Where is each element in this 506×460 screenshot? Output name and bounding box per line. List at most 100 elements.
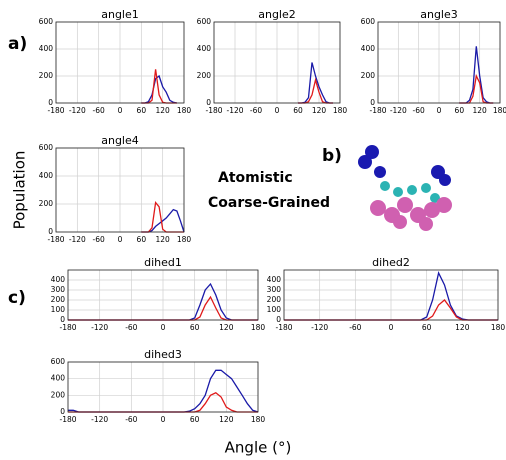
y-tick-label: 0 — [48, 98, 53, 107]
x-tick-label: 180 — [491, 323, 506, 332]
x-tick-label: -120 — [91, 323, 108, 332]
x-tick-label: 180 — [177, 106, 192, 115]
y-tick-label: 400 — [51, 374, 66, 383]
chart-title: dihed3 — [144, 348, 182, 361]
molecule — [358, 145, 452, 231]
x-tick-label: -60 — [93, 106, 105, 115]
legend-entry: Coarse-Grained — [208, 195, 330, 211]
x-tick-label: -60 — [349, 323, 361, 332]
panel-label: b) — [322, 146, 342, 166]
x-tick-label: -180 — [59, 323, 76, 332]
y-tick-label: 100 — [267, 305, 282, 314]
x-tick-label: 180 — [493, 106, 506, 115]
y-tick-label: 400 — [197, 44, 212, 53]
x-tick-label: -180 — [275, 323, 292, 332]
x-tick-label: 0 — [118, 235, 123, 244]
y-tick-label: 200 — [51, 295, 66, 304]
chart-title: dihed1 — [144, 256, 182, 269]
x-tick-label: 60 — [137, 235, 147, 244]
y-tick-label: 300 — [51, 285, 66, 294]
x-tick-label: 60 — [422, 323, 432, 332]
x-tick-label: 60 — [137, 106, 147, 115]
panel-label: a) — [8, 34, 27, 54]
x-axis-label: Angle (°) — [225, 439, 292, 457]
x-tick-label: 0 — [161, 323, 166, 332]
x-tick-label: 120 — [156, 235, 171, 244]
y-tick-label: 600 — [39, 143, 54, 152]
x-tick-label: 120 — [455, 323, 470, 332]
y-tick-label: 0 — [60, 315, 65, 324]
x-tick-label: 60 — [190, 323, 200, 332]
plot-frame — [213, 21, 341, 104]
x-tick-label: -180 — [47, 235, 64, 244]
x-tick-label: 0 — [275, 106, 280, 115]
series-line — [141, 74, 178, 104]
plot-frame — [67, 361, 259, 413]
chart-title: angle3 — [420, 8, 458, 21]
chart-title: dihed2 — [372, 256, 410, 269]
x-tick-label: -180 — [205, 106, 222, 115]
chart-title: angle1 — [101, 8, 139, 21]
y-tick-label: 0 — [206, 98, 211, 107]
x-tick-label: 0 — [389, 323, 394, 332]
y-axis-label: Population — [11, 151, 29, 230]
x-tick-label: -60 — [413, 106, 425, 115]
y-tick-label: 600 — [197, 17, 212, 26]
y-tick-label: 200 — [39, 71, 54, 80]
series-line — [141, 69, 177, 104]
y-tick-label: 600 — [39, 17, 54, 26]
x-tick-label: -120 — [226, 106, 243, 115]
chart-title: angle2 — [258, 8, 296, 21]
x-tick-label: 0 — [437, 106, 442, 115]
x-tick-label: -180 — [369, 106, 386, 115]
y-tick-label: 400 — [51, 275, 66, 284]
y-tick-label: 400 — [39, 44, 54, 53]
y-tick-label: 400 — [39, 171, 54, 180]
x-tick-label: -60 — [125, 415, 137, 424]
plot-frame — [67, 269, 259, 321]
x-tick-label: 60 — [455, 106, 465, 115]
x-tick-label: 60 — [293, 106, 303, 115]
x-tick-label: -120 — [311, 323, 328, 332]
y-tick-label: 600 — [51, 357, 66, 366]
x-tick-label: 60 — [190, 415, 200, 424]
x-tick-label: -180 — [47, 106, 64, 115]
y-tick-label: 200 — [197, 71, 212, 80]
series-line — [459, 73, 494, 104]
y-tick-label: 200 — [39, 199, 54, 208]
y-tick-label: 200 — [361, 71, 376, 80]
y-tick-label: 600 — [361, 17, 376, 26]
y-tick-label: 0 — [60, 407, 65, 416]
x-tick-label: -120 — [390, 106, 407, 115]
x-tick-label: 120 — [473, 106, 488, 115]
x-tick-label: 0 — [161, 415, 166, 424]
x-tick-label: 120 — [312, 106, 327, 115]
y-tick-label: 400 — [267, 275, 282, 284]
x-tick-label: 120 — [219, 415, 234, 424]
x-tick-label: -60 — [125, 323, 137, 332]
x-tick-label: 120 — [219, 323, 234, 332]
x-tick-label: 180 — [251, 415, 266, 424]
plot-frame — [55, 147, 185, 233]
y-tick-label: 200 — [267, 295, 282, 304]
x-tick-label: 0 — [118, 106, 123, 115]
panel-label: c) — [8, 288, 26, 308]
x-tick-label: -120 — [69, 106, 86, 115]
plot-frame — [283, 269, 499, 321]
y-tick-label: 100 — [51, 305, 66, 314]
legend-entry: Atomistic — [218, 170, 293, 186]
y-tick-label: 0 — [370, 98, 375, 107]
plot-frame — [377, 21, 501, 104]
x-tick-label: 180 — [251, 323, 266, 332]
y-tick-label: 300 — [267, 285, 282, 294]
x-tick-label: -180 — [59, 415, 76, 424]
y-tick-label: 200 — [51, 390, 66, 399]
chart-title: angle4 — [101, 134, 139, 147]
x-tick-label: 120 — [156, 106, 171, 115]
series-line — [298, 77, 333, 104]
x-tick-label: -60 — [93, 235, 105, 244]
y-tick-label: 400 — [361, 44, 376, 53]
x-tick-label: 180 — [177, 235, 192, 244]
plot-frame — [55, 21, 185, 104]
